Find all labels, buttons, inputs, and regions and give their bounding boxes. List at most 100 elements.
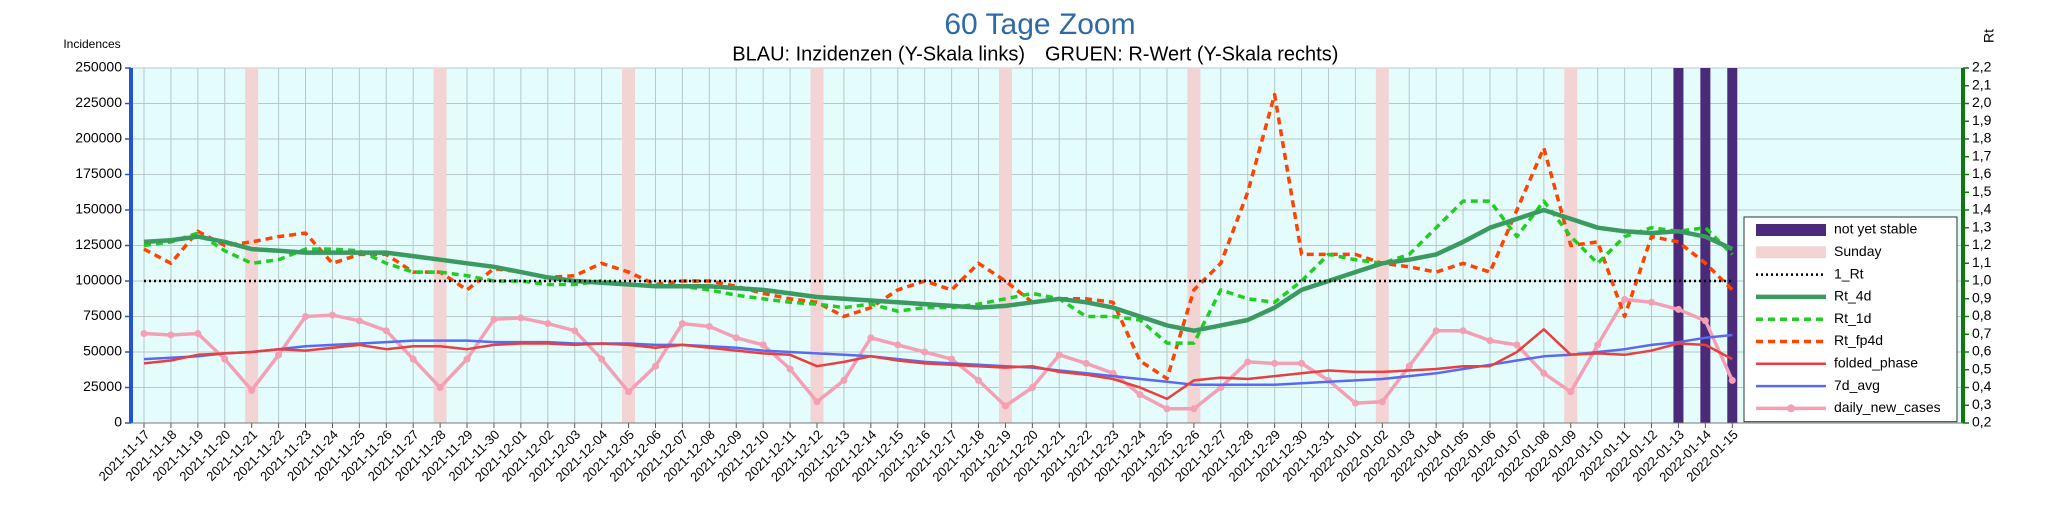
highlight-bar bbox=[1700, 68, 1711, 423]
series-marker bbox=[1540, 369, 1548, 377]
highlight-bar bbox=[1673, 68, 1684, 423]
y2-axis-label: Rt bbox=[1981, 29, 1997, 43]
y2-tick-label: 1,1 bbox=[1972, 254, 1992, 270]
series-marker bbox=[1378, 398, 1386, 406]
series-line bbox=[143, 207, 1734, 333]
highlight-bar bbox=[1375, 68, 1389, 423]
legend-label: 1_Rt bbox=[1834, 265, 1864, 281]
series-marker bbox=[517, 314, 525, 322]
series-marker bbox=[840, 376, 848, 384]
series-marker bbox=[248, 386, 256, 394]
y-tick-label: 225000 bbox=[75, 94, 122, 110]
series-marker bbox=[463, 355, 471, 363]
series-marker bbox=[355, 317, 363, 325]
highlight-bar bbox=[1187, 68, 1201, 423]
legend-label: folded_phase bbox=[1834, 355, 1918, 371]
y2-tick-label: 1,5 bbox=[1972, 183, 1992, 199]
series-marker bbox=[1082, 359, 1090, 367]
legend-label: Rt_fp4d bbox=[1834, 332, 1883, 348]
y2-tick-label: 1,0 bbox=[1972, 272, 1992, 288]
series-marker bbox=[813, 398, 821, 406]
series-marker bbox=[921, 348, 929, 356]
series-line bbox=[143, 328, 1733, 401]
y-tick-label: 250000 bbox=[75, 59, 122, 75]
legend-swatch bbox=[1756, 246, 1826, 259]
series-marker bbox=[786, 365, 794, 373]
series-marker bbox=[1001, 402, 1009, 410]
y-tick-label: 100000 bbox=[75, 272, 122, 288]
highlight-bar bbox=[245, 68, 259, 423]
series-line bbox=[143, 199, 1734, 345]
y-tick-label: 25000 bbox=[83, 378, 122, 394]
y2-tick-label: 0,3 bbox=[1972, 396, 1992, 412]
subtitle-left: BLAU: Inzidenzen (Y-Skala links) bbox=[732, 43, 1025, 65]
legend-label: Rt_4d bbox=[1834, 288, 1871, 304]
series-marker bbox=[894, 341, 902, 349]
series-marker bbox=[1405, 362, 1413, 370]
y2-tick-label: 1,3 bbox=[1972, 218, 1992, 234]
series-marker bbox=[1567, 388, 1575, 396]
legend-label: Rt_1d bbox=[1834, 310, 1871, 326]
legend-label: not yet stable bbox=[1834, 221, 1917, 237]
series-marker bbox=[867, 334, 875, 342]
series-marker bbox=[1028, 384, 1036, 391]
series-marker bbox=[678, 320, 686, 328]
y-tick-label: 200000 bbox=[75, 130, 122, 146]
highlight-bar bbox=[1727, 68, 1738, 423]
y2-tick-label: 0,7 bbox=[1972, 325, 1992, 341]
series-line bbox=[143, 297, 1734, 411]
legend-label: Sunday bbox=[1834, 243, 1881, 259]
y2-tick-label: 2,2 bbox=[1972, 59, 1992, 75]
legend-label: 7d_avg bbox=[1834, 377, 1880, 393]
y2-tick-label: 1,7 bbox=[1972, 147, 1992, 163]
legend-swatch bbox=[1756, 224, 1826, 236]
series-line bbox=[143, 333, 1733, 386]
series-marker bbox=[167, 331, 175, 339]
y2-tick-label: 1,6 bbox=[1972, 165, 1992, 181]
series-marker bbox=[625, 388, 633, 396]
legend-label: daily_new_cases bbox=[1834, 399, 1941, 415]
y2-tick-label: 0,9 bbox=[1972, 289, 1992, 305]
y2-tick-label: 2,0 bbox=[1972, 94, 1992, 110]
series-marker bbox=[1271, 359, 1279, 367]
series-marker bbox=[194, 330, 202, 338]
series-marker bbox=[1594, 341, 1602, 349]
series-marker bbox=[544, 320, 552, 328]
series-marker bbox=[598, 355, 606, 363]
series-marker bbox=[1674, 305, 1682, 313]
series-marker bbox=[1621, 295, 1629, 303]
series-marker bbox=[732, 334, 740, 342]
series-marker bbox=[1486, 337, 1494, 345]
series-marker bbox=[1513, 341, 1521, 349]
y-tick-label: 50000 bbox=[83, 343, 122, 359]
y-tick-label: 75000 bbox=[83, 307, 122, 323]
series-marker bbox=[948, 355, 956, 363]
legend-marker bbox=[1787, 404, 1795, 413]
chart-title: 60 Tage Zoom bbox=[944, 8, 1135, 41]
series-marker bbox=[302, 313, 310, 320]
series-marker bbox=[1055, 351, 1063, 359]
y2-tick-label: 0,4 bbox=[1972, 378, 1992, 394]
series-marker bbox=[1459, 327, 1467, 335]
highlight-bar bbox=[810, 68, 824, 423]
series-marker bbox=[1648, 298, 1656, 306]
y-axis-label: Incidences bbox=[63, 37, 120, 51]
subtitle-right: GRUEN: R-Wert (Y-Skala rechts) bbox=[1045, 43, 1338, 65]
series-marker bbox=[1432, 327, 1440, 335]
series-marker bbox=[571, 327, 579, 335]
y2-tick-label: 0,2 bbox=[1972, 414, 1992, 430]
series-marker bbox=[409, 355, 417, 363]
series-marker bbox=[490, 315, 498, 323]
y2-tick-label: 1,8 bbox=[1972, 130, 1992, 146]
y-tick-label: 175000 bbox=[75, 165, 122, 181]
y-tick-label: 150000 bbox=[75, 201, 122, 217]
y-tick-label: 0 bbox=[114, 414, 122, 430]
series-marker bbox=[1190, 405, 1198, 413]
highlight-bar bbox=[622, 68, 636, 423]
highlight-bar bbox=[998, 68, 1012, 423]
y2-tick-label: 0,5 bbox=[1972, 360, 1992, 376]
series-marker bbox=[382, 327, 390, 335]
y2-tick-label: 2,1 bbox=[1972, 76, 1992, 92]
series-marker bbox=[1728, 376, 1736, 384]
